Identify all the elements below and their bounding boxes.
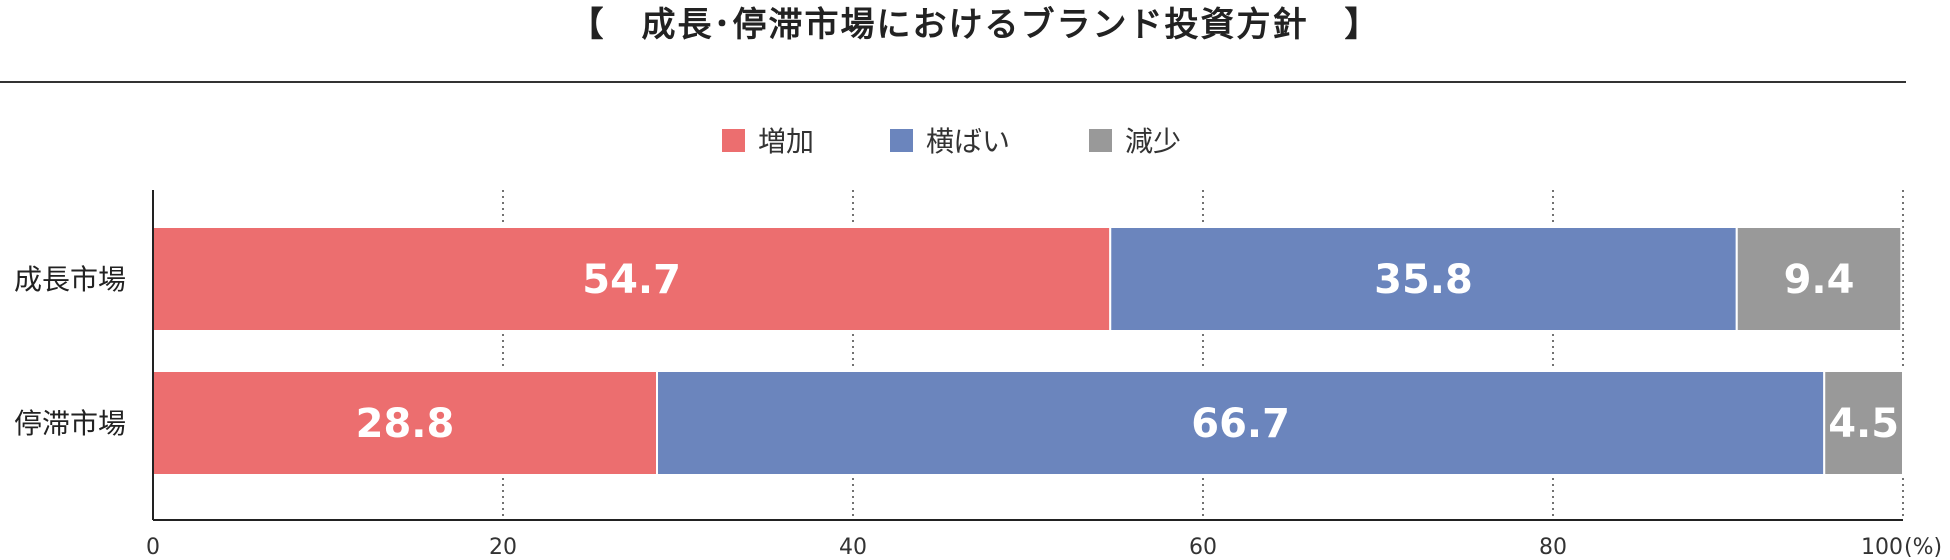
- tick-label: 100: [1861, 535, 1903, 560]
- tick-label: 60: [1189, 535, 1217, 560]
- bar-segment: [1823, 370, 1904, 476]
- data-label: 9.4: [1784, 257, 1855, 303]
- data-label: 4.5: [1828, 401, 1899, 447]
- bar-segment: [656, 370, 1826, 476]
- data-label: 28.8: [356, 401, 455, 447]
- bars: 54.7 35.8 9.4 28.8 66.7 4.5: [152, 226, 1904, 476]
- tick-label: 20: [489, 535, 517, 560]
- data-label: 66.7: [1191, 401, 1290, 447]
- legend-label: 増加: [758, 125, 814, 158]
- data-label: 54.7: [582, 257, 681, 303]
- x-axis-unit: (%): [1904, 535, 1942, 560]
- chart-title: 【 成長･停滞市場におけるブランド投資方針 】: [570, 5, 1381, 45]
- legend: 増加 横ばい 減少: [722, 125, 1181, 158]
- bar-segment: [1109, 226, 1738, 332]
- category-label: 停滞市場: [14, 407, 126, 440]
- legend-swatch: [722, 129, 745, 152]
- legend-label: 減少: [1125, 125, 1181, 158]
- axes: [152, 190, 1903, 521]
- legend-swatch: [1089, 129, 1112, 152]
- category-label: 成長市場: [14, 263, 126, 296]
- legend-swatch: [890, 129, 913, 152]
- bar-segment: [152, 370, 658, 476]
- x-axis-ticks: 0 20 40 60 80 100 (%): [146, 535, 1942, 560]
- tick-label: 80: [1539, 535, 1567, 560]
- bar-segment: [152, 226, 1112, 332]
- tick-label: 0: [146, 535, 160, 560]
- tick-label: 40: [839, 535, 867, 560]
- legend-label: 横ばい: [926, 125, 1010, 158]
- data-label: 35.8: [1374, 257, 1473, 303]
- bar-segment: [1735, 226, 1903, 332]
